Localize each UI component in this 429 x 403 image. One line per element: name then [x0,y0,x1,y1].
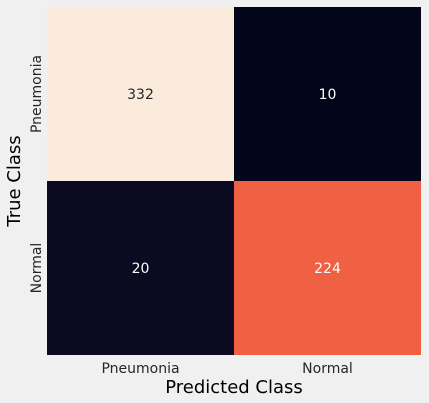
y-tick-label-0: Pneumonia [29,55,45,133]
cell-value-label-0-1: 10 [319,87,337,103]
y-axis-label: True Class [4,135,25,227]
x-axis-ticks: Pneumonia Normal [101,361,352,377]
cell-value-label-1-0: 20 [132,261,150,277]
x-tick-label-1: Normal [302,361,353,377]
heatmap-cell-1-1 [234,181,421,355]
heatmap-cell-labels: 332 10 20 224 [127,87,341,277]
x-axis-label: Predicted Class [165,377,303,398]
heatmap-cell-0-0 [47,7,234,181]
x-tick-label-0: Pneumonia [101,361,179,377]
heatmap-cells [47,7,421,355]
y-tick-label-1: Normal [29,243,45,294]
cell-value-label-1-1: 224 [314,261,341,277]
heatmap-cell-0-1 [234,7,421,181]
y-axis-ticks: Pneumonia Normal [29,55,45,293]
heatmap-cell-1-0 [47,181,234,355]
cell-value-label-0-0: 332 [127,87,154,103]
